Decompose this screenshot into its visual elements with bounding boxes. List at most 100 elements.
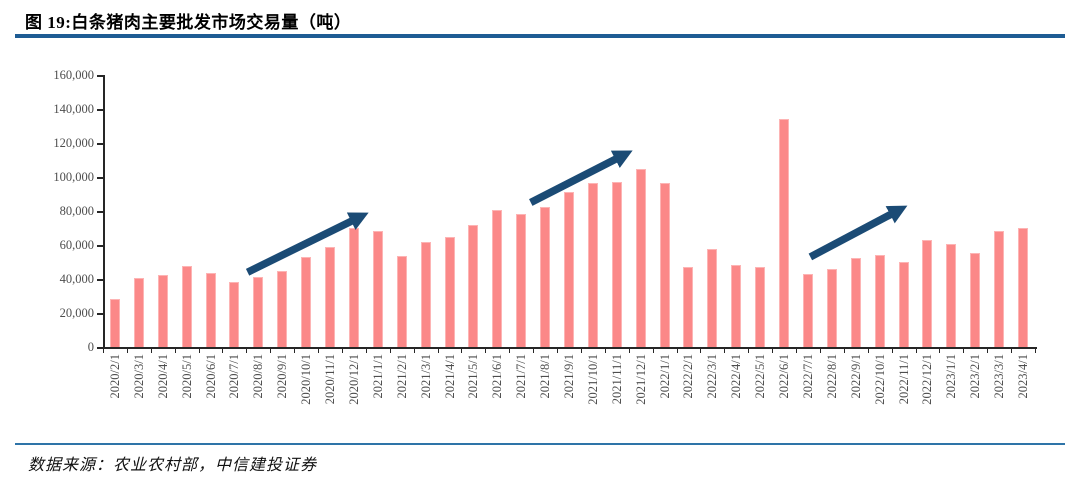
x-tick — [891, 348, 893, 353]
bar — [659, 182, 670, 347]
bar — [874, 255, 885, 347]
x-tick-label: 2023/4/1 — [1016, 354, 1031, 399]
trend-arrow — [245, 212, 369, 276]
y-tick-label: 40,000 — [59, 272, 94, 286]
y-tick-label: 0 — [87, 340, 94, 354]
x-tick-label: 2020/10/1 — [299, 354, 314, 405]
x-tick-label: 2021/6/1 — [490, 354, 505, 399]
bar — [946, 244, 957, 347]
y-tick — [97, 143, 103, 145]
x-tick-label: 2021/7/1 — [514, 354, 529, 399]
y-tick-label: 20,000 — [59, 306, 94, 320]
y-tick — [97, 347, 103, 349]
bar — [444, 236, 455, 347]
bar — [802, 273, 813, 347]
footer-rule — [15, 443, 1065, 445]
figure-title: 图 19:白条猪肉主要批发市场交易量（吨） — [25, 13, 352, 32]
bar — [181, 266, 192, 347]
x-tick — [461, 348, 463, 353]
y-tick-label: 80,000 — [59, 204, 94, 218]
trend-arrow — [529, 150, 633, 206]
x-tick — [126, 348, 128, 353]
x-tick-label: 2021/11/1 — [609, 354, 624, 405]
x-tick — [294, 348, 296, 353]
x-tick — [748, 348, 750, 353]
x-tick-label: 2021/4/1 — [442, 354, 457, 399]
bar — [564, 192, 574, 347]
x-tick-label: 2022/6/1 — [777, 354, 792, 399]
x-tick-label: 2020/11/1 — [323, 354, 338, 405]
x-tick — [1035, 348, 1036, 353]
bar-chart: 0 20,000 40,000 60,000 80,000 100,000 120,000 1… — [0, 50, 1080, 450]
x-tick-label: 2022/1/1 — [657, 354, 672, 399]
bar — [396, 256, 407, 347]
bar — [826, 268, 837, 347]
x-tick — [557, 348, 559, 353]
bar — [587, 182, 598, 347]
y-tick — [97, 279, 103, 281]
x-tick — [819, 348, 821, 353]
x-tick — [700, 348, 702, 353]
x-tick — [963, 348, 965, 353]
bar — [635, 168, 646, 347]
bar — [611, 182, 622, 347]
bar — [1018, 228, 1029, 347]
x-tick — [509, 348, 511, 353]
y-tick — [97, 109, 103, 111]
x-tick-label: 2020/2/1 — [107, 354, 122, 399]
y-tick — [97, 245, 103, 247]
x-tick — [580, 348, 582, 353]
x-tick-label: 2020/8/1 — [251, 354, 266, 399]
x-tick-label: 2020/7/1 — [227, 354, 242, 399]
x-tick-label: 2023/2/1 — [968, 354, 983, 399]
x-tick — [604, 348, 606, 353]
bar — [850, 257, 861, 347]
bar — [922, 239, 933, 347]
y-tick — [97, 75, 103, 77]
x-tick — [174, 348, 176, 353]
x-tick — [413, 348, 415, 353]
x-tick-label: 2020/12/1 — [346, 354, 361, 405]
bar — [372, 230, 383, 347]
data-source-label: 数据来源：农业农村部，中信建投证券 — [28, 457, 318, 474]
x-tick — [246, 348, 248, 353]
bar — [420, 241, 431, 347]
x-tick-label: 2020/9/1 — [275, 354, 290, 399]
x-tick — [1011, 348, 1013, 353]
x-tick-label: 2021/12/1 — [633, 354, 648, 405]
x-tick-label: 2021/1/1 — [370, 354, 385, 399]
bar — [109, 299, 120, 347]
x-tick — [485, 348, 487, 353]
x-tick-label: 2020/5/1 — [179, 354, 194, 399]
x-tick — [103, 348, 104, 353]
x-tick — [318, 348, 320, 353]
x-tick — [796, 348, 798, 353]
trend-arrows-layer — [245, 150, 908, 276]
x-tick — [652, 348, 654, 353]
x-tick — [533, 348, 535, 353]
x-tick — [437, 348, 439, 353]
bar — [157, 274, 168, 347]
bar — [970, 252, 981, 347]
x-tick-label: 2022/4/1 — [729, 354, 744, 399]
bar — [325, 246, 336, 347]
bar — [205, 273, 216, 347]
x-tick — [843, 348, 845, 353]
bar — [133, 278, 144, 347]
x-tick-label: 2023/1/1 — [944, 354, 959, 399]
x-tick-label: 2022/9/1 — [848, 354, 863, 399]
x-tick-label: 2021/10/1 — [585, 354, 600, 405]
x-tick — [676, 348, 678, 353]
bar — [898, 262, 909, 347]
x-tick — [365, 348, 367, 353]
trend-arrow — [808, 205, 908, 261]
x-tick-label: 2022/12/1 — [920, 354, 935, 405]
x-tick-label: 2022/2/1 — [681, 354, 696, 399]
x-tick — [724, 348, 726, 353]
x-tick — [222, 348, 224, 353]
x-tick-label: 2022/10/1 — [872, 354, 887, 405]
x-tick — [772, 348, 774, 353]
x-tick — [270, 348, 272, 353]
x-tick-label: 2022/5/1 — [753, 354, 768, 399]
bar — [229, 281, 240, 347]
